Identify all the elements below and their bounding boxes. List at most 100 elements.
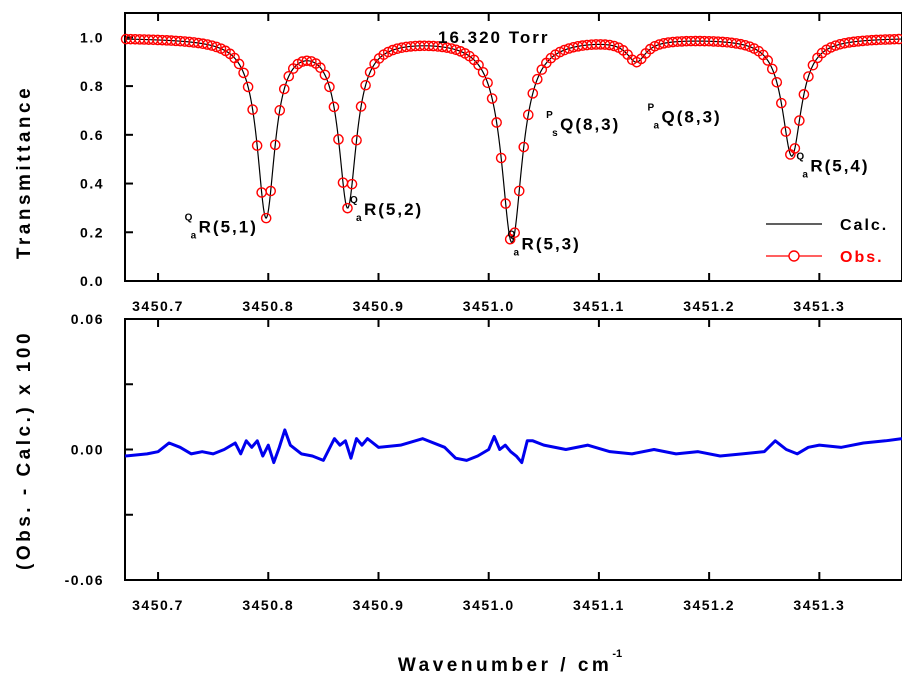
obs-point [888,33,900,45]
line-label-pre: Q [796,151,804,162]
legend-obs-marker [788,250,800,262]
line-label: Qa R(5,2) [350,195,421,224]
line-label-sub: a [514,247,520,258]
top-ticks: 0.0 0.2 0.4 0.6 0.8 1.0 3450.7 3450.8 3450.9 3451… [80,13,845,314]
obs-point [739,39,751,51]
obs-point [364,66,376,78]
obs-point [522,109,534,121]
obs-point [251,140,263,151]
obs-point [893,33,902,45]
residual-panel: -0.06 0.00 0.06 3450.7 3450.8 3450.9 3451.0 345… [14,311,902,676]
bottom-x-tick-label: 3451.1 [573,597,625,613]
line-label-sub: a [191,230,197,241]
bottom-y-tick-label: -0.06 [65,572,104,588]
line-label-main: R(5,3) [522,234,581,253]
obs-point [333,134,344,145]
obs-point [532,73,543,85]
obs-series [120,33,902,245]
obs-point [766,63,778,75]
x-axis-title-main: Wavenumber / cm [398,655,612,676]
obs-point [324,81,335,93]
obs-point [274,105,286,116]
obs-point [500,198,511,209]
top-x-tick-label: 3450.8 [242,298,294,314]
line-label: Qa R(5,4) [796,151,869,180]
line-label-sub: s [552,128,558,139]
obs-point [247,104,258,115]
obs-point [803,71,814,82]
top-x-tick-label: 3450.9 [353,298,405,314]
pressure-title: 16.320 Torr [438,28,549,47]
obs-point [360,79,371,91]
obs-point [233,58,245,70]
top-x-tick-label: 3451.1 [573,298,625,314]
line-label-pre: Q [508,229,516,240]
bottom-y-tick-label: 0.06 [71,311,104,327]
line-label-pre: Q [350,195,358,206]
obs-point [355,101,367,112]
top-y-axis-title: Transmittance [14,85,35,259]
line-label: Pa Q(8,3) [648,103,720,132]
obs-point [794,115,805,126]
obs-point [513,185,525,197]
obs-point [278,83,290,95]
line-label: Qa R(5,3) [508,229,581,258]
line-annotations: Qa R(5,1)Qa R(5,2)Qa R(5,3)Ps Q(8,3)Pa Q(8,3)… [185,103,869,259]
obs-point [319,69,331,81]
obs-point [798,89,810,100]
obs-point [776,97,787,109]
obs-point [477,66,489,78]
obs-point [486,93,498,104]
bottom-x-tick-label: 3451.3 [793,597,845,613]
x-axis-title-sup: -1 [612,648,622,660]
bottom-x-tick-label: 3450.9 [353,597,405,613]
top-x-tick-label: 3450.7 [132,298,184,314]
obs-point [328,101,340,113]
calc-line [124,38,902,244]
obs-point [608,40,620,52]
line-label-pre: P [546,110,553,121]
obs-point [649,40,661,52]
line-label: Qa R(5,1) [185,212,258,241]
line-label-sub: a [654,121,660,132]
legend: Calc. Obs. [766,217,886,266]
obs-point [206,40,218,51]
top-y-tick-label: 0.6 [80,127,104,143]
bottom-x-tick-label: 3450.8 [242,597,294,613]
obs-point [346,178,358,190]
obs-point [527,88,539,99]
obs-point [495,152,507,164]
obs-point [242,81,254,93]
residual-series [124,428,902,465]
line-label-main: R(5,4) [810,156,869,175]
obs-point [283,70,295,82]
top-x-tick-label: 3451.0 [463,298,515,314]
residual-line [124,428,902,465]
line-label-sub: a [802,169,808,180]
line-label-main: R(5,1) [199,217,258,236]
obs-point [825,42,837,53]
top-y-tick-label: 1.0 [80,29,104,45]
obs-point [509,227,521,238]
calc-series [124,38,902,244]
transmittance-panel: 0.0 0.2 0.4 0.6 0.8 1.0 3450.7 3450.8 3450.9 3451… [14,12,902,314]
obs-point [351,134,362,146]
obs-point [269,139,281,151]
obs-point [789,143,801,154]
line-label: Ps Q(8,3) [546,110,618,139]
bottom-x-tick-label: 3451.0 [463,597,515,613]
top-y-tick-label: 0.2 [80,224,104,240]
top-x-tick-label: 3451.3 [793,298,845,314]
obs-point [211,41,222,53]
obs-point [450,44,462,56]
line-label-pre: Q [185,212,193,223]
line-label-sub: a [356,213,362,224]
top-y-tick-label: 0.0 [80,273,104,289]
obs-point [482,77,493,89]
top-x-tick-label: 3451.2 [683,298,735,314]
bottom-x-tick-label: 3451.2 [683,597,735,613]
obs-point [265,185,277,197]
bottom-x-tick-label: 3450.7 [132,597,184,613]
x-axis-title: Wavenumber / cm-1 [398,648,622,676]
